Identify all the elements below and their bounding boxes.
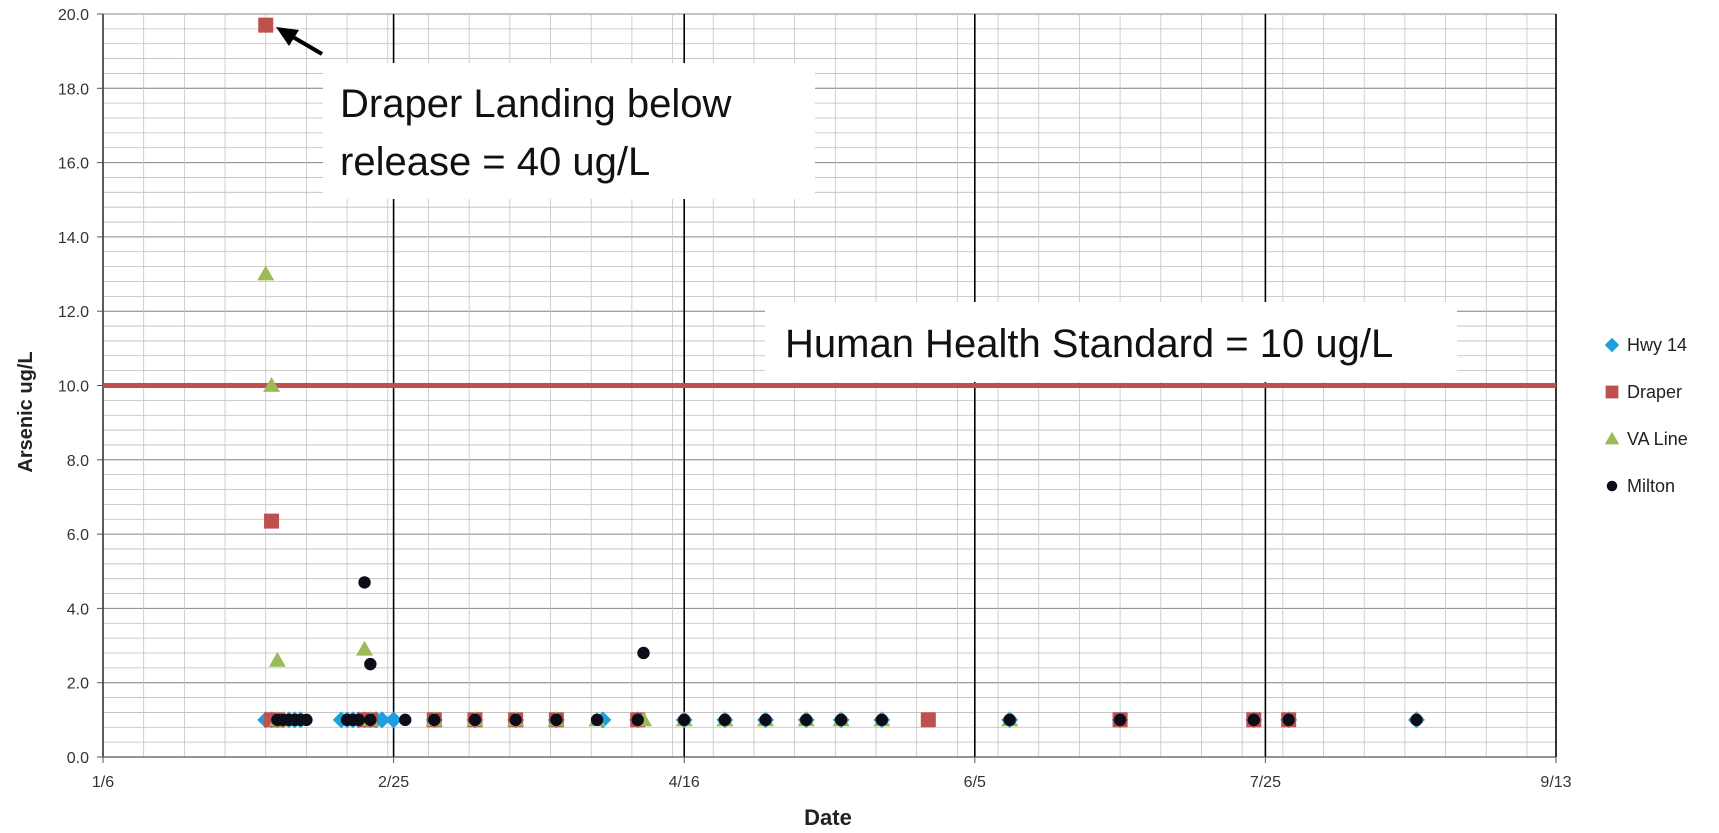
y-tick-label: 4.0 xyxy=(67,601,89,618)
y-axis-title: Arsenic ug/L xyxy=(15,351,37,472)
milton-point xyxy=(631,713,644,727)
draper-annotation-box xyxy=(323,63,815,199)
y-tick-label: 14.0 xyxy=(58,230,89,247)
x-tick-label: 9/13 xyxy=(1540,774,1571,791)
milton-point xyxy=(428,713,441,727)
milton-point xyxy=(358,576,371,589)
milton-point xyxy=(509,713,522,727)
draper-point xyxy=(264,513,280,529)
draper-annotation-text: release = 40 ug/L xyxy=(340,140,650,184)
va-line-point xyxy=(356,640,374,656)
milton-point xyxy=(759,713,772,727)
x-tick-label: 6/5 xyxy=(964,774,986,791)
y-tick-label: 16.0 xyxy=(58,156,89,173)
milton-point xyxy=(834,713,848,727)
y-tick-label: 0.0 xyxy=(67,750,89,767)
x-tick-label: 4/16 xyxy=(669,774,700,791)
milton-point xyxy=(550,713,563,727)
legend-marker-draper xyxy=(1605,385,1619,399)
series-milton xyxy=(271,576,1423,727)
y-tick-label: 8.0 xyxy=(67,453,89,470)
draper-annotation-text: Draper Landing below xyxy=(340,82,731,126)
x-tick-label: 1/6 xyxy=(92,774,114,791)
va-line-point xyxy=(263,377,281,392)
milton-point xyxy=(637,646,650,660)
standard-annotation-box xyxy=(765,302,1457,382)
y-tick-label: 2.0 xyxy=(67,676,89,693)
milton-point xyxy=(468,713,482,727)
milton-point xyxy=(1113,713,1127,727)
milton-point xyxy=(1003,713,1016,727)
milton-point xyxy=(590,713,604,727)
draper-point xyxy=(920,712,936,728)
milton-point xyxy=(800,713,813,727)
milton-point xyxy=(1282,713,1295,727)
legend-marker-milton xyxy=(1606,480,1618,492)
annotation-arrow-head xyxy=(276,27,299,46)
legend-label-va-line: VA Line xyxy=(1627,429,1688,449)
va-line-point xyxy=(268,651,286,667)
draper-point xyxy=(258,17,274,33)
legend-label-draper: Draper xyxy=(1627,382,1682,402)
legend-marker-hwy-14 xyxy=(1604,337,1620,353)
legend-marker-va-line xyxy=(1604,431,1620,445)
milton-point xyxy=(399,713,412,727)
data-points xyxy=(257,17,1426,729)
x-tick-label: 7/25 xyxy=(1250,774,1281,791)
annotations: Draper Landing below release = 40 ug/L Hum… xyxy=(276,27,1457,382)
milton-point xyxy=(364,657,377,671)
legend-label-milton: Milton xyxy=(1627,476,1675,496)
hwy-14-point xyxy=(385,711,403,729)
y-tick-label: 6.0 xyxy=(67,527,89,544)
y-tick-label: 12.0 xyxy=(58,304,89,321)
x-tick-label: 2/25 xyxy=(378,774,409,791)
legend-label-hwy-14: Hwy 14 xyxy=(1627,335,1687,355)
milton-point xyxy=(875,713,889,727)
legend: Hwy 14 Draper VA Line Milton xyxy=(1604,335,1688,496)
y-tick-label: 20.0 xyxy=(58,7,89,24)
y-tick-label: 18.0 xyxy=(58,81,89,98)
milton-point xyxy=(1410,713,1423,727)
y-tick-label: 10.0 xyxy=(58,379,89,396)
va-line-point xyxy=(257,265,275,281)
milton-point xyxy=(364,713,377,727)
milton-point xyxy=(300,713,313,727)
milton-point xyxy=(718,713,732,727)
milton-point xyxy=(1247,713,1260,727)
milton-point xyxy=(678,713,691,727)
x-axis-title: Date xyxy=(804,805,852,830)
milton-point xyxy=(352,713,365,727)
standard-annotation-text: Human Health Standard = 10 ug/L xyxy=(785,322,1393,366)
